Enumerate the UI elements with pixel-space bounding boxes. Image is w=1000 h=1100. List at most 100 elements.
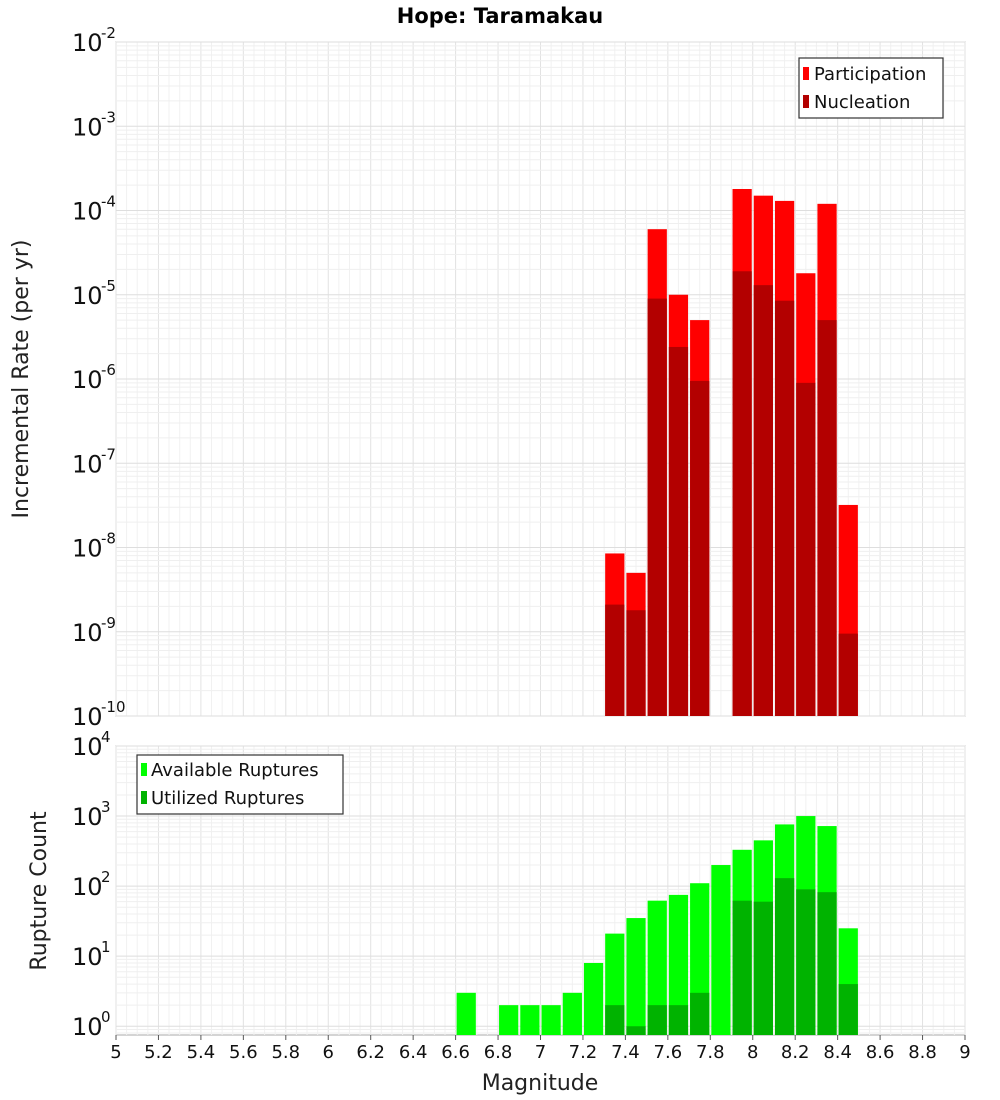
- nucleation-bar: [605, 604, 625, 716]
- rate-y-tick-label: 10: [72, 535, 103, 563]
- chart-title: Hope: Taramakau: [397, 4, 603, 28]
- nucleation-bar: [690, 380, 710, 716]
- rate-y-tick-exponent: -8: [101, 530, 116, 548]
- x-tick-label: 6.2: [356, 1042, 385, 1063]
- count-y-tick-label: 10: [72, 1013, 103, 1041]
- rate-y-tick-label: 10: [72, 703, 103, 731]
- utilized-ruptures-bar: [796, 889, 816, 1035]
- nucleation-bar: [838, 633, 858, 716]
- available-ruptures-bar: [456, 992, 476, 1035]
- rate-y-tick-label: 10: [72, 450, 103, 478]
- available-ruptures-bar: [520, 1005, 540, 1035]
- x-tick-label: 6.8: [484, 1042, 513, 1063]
- count-y-tick-label: 10: [72, 803, 103, 831]
- utilized-legend-swatch: [141, 791, 147, 804]
- count-legend-box: [136, 754, 344, 815]
- rate-y-tick-exponent: -2: [101, 24, 116, 42]
- x-tick-label: 8.8: [908, 1042, 937, 1063]
- rate-y-tick-label: 10: [72, 366, 103, 394]
- nucleation-bar: [626, 610, 646, 716]
- x-tick-label: 8.4: [823, 1042, 852, 1063]
- utilized-ruptures-bar: [753, 901, 773, 1035]
- rate-grid: [115, 41, 966, 717]
- rate-y-tick-exponent: -10: [101, 698, 126, 716]
- x-tick-label: 5.4: [187, 1042, 216, 1063]
- available-ruptures-bar: [562, 992, 582, 1035]
- count-bars: [456, 816, 858, 1035]
- x-tick-label: 8.6: [866, 1042, 895, 1063]
- x-tick-label: 7.2: [569, 1042, 598, 1063]
- utilized-ruptures-bar: [690, 992, 710, 1035]
- rate-y-tick-exponent: -9: [101, 614, 116, 632]
- utilized-ruptures-bar: [647, 1005, 667, 1035]
- utilized-ruptures-bar: [817, 892, 837, 1035]
- x-axis-label: Magnitude: [482, 1071, 599, 1096]
- nucleation-bar: [647, 298, 667, 716]
- x-tick-label: 5.6: [229, 1042, 258, 1063]
- count-y-tick-exponent: 0: [101, 1008, 111, 1026]
- nucleation-bar: [796, 382, 816, 716]
- utilized-ruptures-bar: [668, 1005, 689, 1035]
- x-tick-label: 5: [110, 1042, 121, 1063]
- available-ruptures-bar: [499, 1005, 519, 1035]
- participation-legend-label: Participation: [814, 64, 926, 85]
- rate-y-tick-exponent: -3: [101, 108, 116, 126]
- x-tick-label: 6.6: [441, 1042, 470, 1063]
- rate-legend: Participation Nucleation: [798, 57, 944, 119]
- nucleation-legend-label: Nucleation: [814, 92, 910, 113]
- available-ruptures-bar: [668, 894, 689, 1035]
- nucleation-bar: [668, 346, 689, 716]
- count-y-tick-exponent: 4: [101, 728, 111, 746]
- rate-y-tick-exponent: -6: [101, 361, 116, 379]
- x-tick-label: 8: [747, 1042, 758, 1063]
- participation-legend-swatch: [803, 67, 809, 80]
- utilized-ruptures-bar: [732, 900, 752, 1035]
- rate-y-axis-label: Incremental Rate (per yr): [9, 240, 34, 519]
- x-tick-label: 5.8: [271, 1042, 300, 1063]
- count-legend: Available Ruptures Utilized Ruptures: [136, 754, 344, 815]
- rate-y-tick-exponent: -5: [101, 277, 116, 295]
- rate-y-tick-exponent: -7: [101, 445, 116, 463]
- utilized-ruptures-bar: [774, 878, 795, 1035]
- count-y-tick-label: 10: [72, 733, 103, 761]
- count-y-tick-exponent: 3: [101, 798, 111, 816]
- available-ruptures-bar: [583, 962, 604, 1035]
- x-tick-label: 6.4: [399, 1042, 428, 1063]
- count-y-tick-label: 10: [72, 873, 103, 901]
- utilized-ruptures-bar: [838, 984, 858, 1035]
- available-ruptures-bar: [626, 918, 646, 1035]
- rate-legend-box: [798, 57, 944, 119]
- available-ruptures-bar: [647, 900, 667, 1035]
- nucleation-bar: [774, 300, 795, 716]
- x-tick-label: 6: [323, 1042, 334, 1063]
- available-legend-swatch: [141, 763, 147, 776]
- nucleation-bar: [732, 271, 752, 716]
- x-tick-label: 5.2: [144, 1042, 173, 1063]
- count-y-axis-label: Rupture Count: [27, 811, 52, 971]
- nucleation-bar: [817, 320, 837, 716]
- count-y-tick-exponent: 2: [101, 868, 111, 886]
- rate-y-tick-label: 10: [72, 198, 103, 226]
- utilized-ruptures-bar: [626, 1026, 646, 1035]
- x-tick-label: 9: [959, 1042, 970, 1063]
- rate-y-tick-label: 10: [72, 113, 103, 141]
- rate-bars: [605, 188, 858, 717]
- x-tick-label: 7: [535, 1042, 546, 1063]
- nucleation-legend-swatch: [803, 95, 809, 108]
- count-y-tick-exponent: 1: [101, 938, 111, 956]
- utilized-legend-label: Utilized Ruptures: [151, 788, 304, 809]
- x-tick-label: 7.8: [696, 1042, 725, 1063]
- rate-y-tick-label: 10: [72, 282, 103, 310]
- x-tick-label: 7.6: [654, 1042, 683, 1063]
- rate-y-tick-label: 10: [72, 619, 103, 647]
- rate-y-tick-exponent: -4: [101, 193, 116, 211]
- available-ruptures-bar: [711, 865, 731, 1035]
- available-ruptures-bar: [541, 1005, 561, 1035]
- nucleation-bar: [753, 285, 773, 716]
- x-tick-label: 8.2: [781, 1042, 810, 1063]
